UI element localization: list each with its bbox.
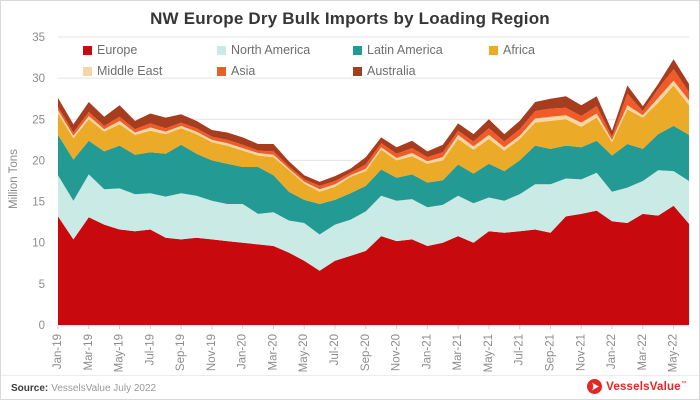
x-tick-label-May-22: May-22: [668, 334, 680, 372]
x-tick-label-Sep-21: Sep-21: [544, 334, 556, 371]
trademark-symbol: ™: [680, 380, 687, 387]
area-africa: [58, 85, 689, 204]
chart-title: NW Europe Dry Bulk Imports by Loading Re…: [150, 9, 550, 28]
x-tick-label-May-21: May-21: [483, 334, 495, 372]
y-axis-title: Million Tons: [8, 149, 20, 209]
x-tick-label-Mar-19: Mar-19: [83, 334, 95, 370]
vesselsvalue-logo-text: VesselsValue™: [606, 380, 687, 393]
y-tick-label-35: 35: [32, 32, 45, 44]
x-tick-label-Jan-19: Jan-19: [52, 334, 64, 369]
y-tick-label-20: 20: [32, 155, 45, 167]
x-tick-label-Nov-21: Nov-21: [575, 334, 587, 371]
x-tick-label-Jul-21: Jul-21: [514, 334, 526, 365]
y-tick-label-15: 15: [32, 197, 45, 209]
source-label: Source:: [11, 383, 49, 394]
x-tick-label-Nov-19: Nov-19: [206, 334, 218, 371]
vesselsvalue-circle-icon: [587, 379, 603, 394]
vesselsvalue-logo: VesselsValue™: [587, 379, 687, 394]
x-tick-label-Jan-20: Jan-20: [237, 334, 249, 369]
x-tick-label-Sep-20: Sep-20: [360, 334, 372, 371]
x-tick-label-Mar-22: Mar-22: [637, 334, 649, 370]
area-australia: [58, 59, 689, 186]
x-tick-label-Mar-21: Mar-21: [452, 334, 464, 370]
source-text: VesselsValue July 2022: [51, 383, 157, 394]
footer-divider: [1, 375, 699, 376]
x-tick-label-Jul-19: Jul-19: [144, 334, 156, 365]
x-tick-label-May-19: May-19: [114, 334, 126, 372]
area-north-america: [58, 170, 689, 271]
x-tick-label-Jul-20: Jul-20: [329, 334, 341, 365]
x-tick-label-Nov-20: Nov-20: [391, 334, 403, 371]
x-tick-label-May-20: May-20: [298, 334, 310, 372]
area-europe: [58, 205, 689, 325]
x-tick-label-Sep-19: Sep-19: [175, 334, 187, 371]
y-tick-label-25: 25: [32, 114, 45, 126]
x-tick-label-Jan-21: Jan-21: [421, 334, 433, 369]
area-latin-america: [58, 125, 689, 235]
y-tick-label-0: 0: [39, 320, 45, 332]
source-note: Source: VesselsValue July 2022: [11, 383, 156, 394]
x-tick-label-Jan-22: Jan-22: [606, 334, 618, 369]
y-tick-label-30: 30: [32, 73, 45, 85]
x-tick-label-Mar-20: Mar-20: [267, 334, 279, 370]
y-tick-label-5: 5: [39, 279, 45, 291]
y-tick-label-10: 10: [32, 238, 45, 250]
